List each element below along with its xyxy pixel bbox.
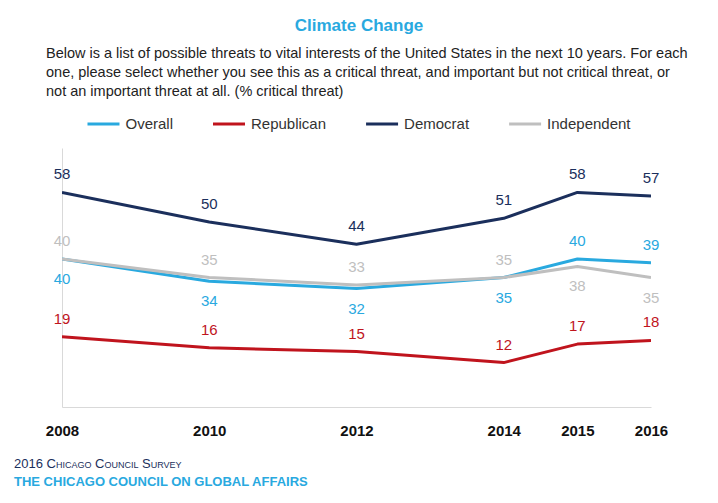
- data-label: 38: [569, 277, 586, 294]
- legend-swatch: [213, 123, 245, 126]
- data-label: 32: [348, 300, 365, 317]
- data-label: 40: [54, 270, 71, 287]
- footer-note: 2016 Chicago Council Survey: [14, 456, 182, 471]
- data-label: 17: [569, 317, 586, 334]
- legend-item: Overall: [87, 115, 173, 132]
- legend-item: Democrat: [366, 115, 470, 132]
- title: Climate Change: [295, 16, 423, 35]
- footer-note: THE CHICAGO COUNCIL ON GLOBAL AFFAIRS: [14, 474, 308, 489]
- legend-item: Republican: [213, 115, 326, 132]
- legend-item: Independent: [509, 115, 631, 132]
- data-label: 35: [495, 289, 512, 306]
- subtitle-line: Below is a list of possible threats to v…: [46, 45, 688, 61]
- data-label: 33: [348, 258, 365, 275]
- x-axis: 2008 2010 2012 2014 2015 2016: [46, 407, 668, 439]
- x-tick: 2012: [340, 407, 373, 439]
- legend-label: Independent: [547, 115, 631, 132]
- data-label: 19: [54, 310, 71, 327]
- data-labels: 40 34 32 35 40 39 19 16 15 12 17 18 58 50 44 51 58 57 40 35…: [54, 165, 660, 352]
- data-label: 57: [643, 169, 660, 186]
- series-line: [62, 192, 651, 244]
- x-tick-label: 2016: [635, 422, 668, 439]
- legend-swatch: [366, 123, 398, 126]
- data-label: 35: [495, 251, 512, 268]
- data-label: 39: [643, 236, 660, 253]
- x-tick-label: 2010: [193, 422, 226, 439]
- legend-swatch: [87, 123, 119, 126]
- data-label: 15: [348, 325, 365, 342]
- data-label: 58: [54, 165, 71, 182]
- subtitle-line: one, please select whether you see this …: [46, 64, 670, 80]
- subtitle-line: not an important threat at all. (% criti…: [46, 83, 343, 99]
- data-label: 40: [569, 232, 586, 249]
- plot: 2008 2010 2012 2014 2015 2016 40 34 32 35 40 39 19 16…: [46, 149, 668, 439]
- legend: Overall Republican Democrat Independent: [87, 115, 631, 132]
- x-tick-label: 2008: [46, 422, 79, 439]
- chart: Climate Change Below is a list of possibl…: [0, 0, 718, 503]
- data-label: 35: [201, 251, 218, 268]
- x-tick-label: 2015: [561, 422, 594, 439]
- x-tick: 2010: [193, 407, 226, 439]
- data-label: 50: [201, 195, 218, 212]
- legend-swatch: [509, 123, 541, 126]
- data-label: 51: [495, 191, 512, 208]
- x-tick: 2014: [488, 407, 522, 439]
- data-label: 35: [643, 289, 660, 306]
- legend-label: Overall: [125, 115, 173, 132]
- x-axis-line: [63, 407, 652, 408]
- x-tick: 2008: [46, 407, 79, 439]
- data-label: 18: [643, 313, 660, 330]
- data-label: 34: [201, 292, 218, 309]
- legend-label: Democrat: [404, 115, 470, 132]
- data-label: 40: [54, 232, 71, 249]
- legend-label: Republican: [251, 115, 326, 132]
- x-tick-label: 2014: [488, 422, 522, 439]
- data-label: 58: [569, 165, 586, 182]
- subtitle: Below is a list of possible threats to v…: [46, 45, 688, 99]
- x-tick-label: 2012: [340, 422, 373, 439]
- data-label: 12: [495, 336, 512, 353]
- lines: [62, 192, 651, 362]
- x-tick: 2016: [635, 407, 668, 439]
- data-label: 16: [201, 321, 218, 338]
- data-label: 44: [348, 217, 365, 234]
- x-tick: 2015: [561, 407, 594, 439]
